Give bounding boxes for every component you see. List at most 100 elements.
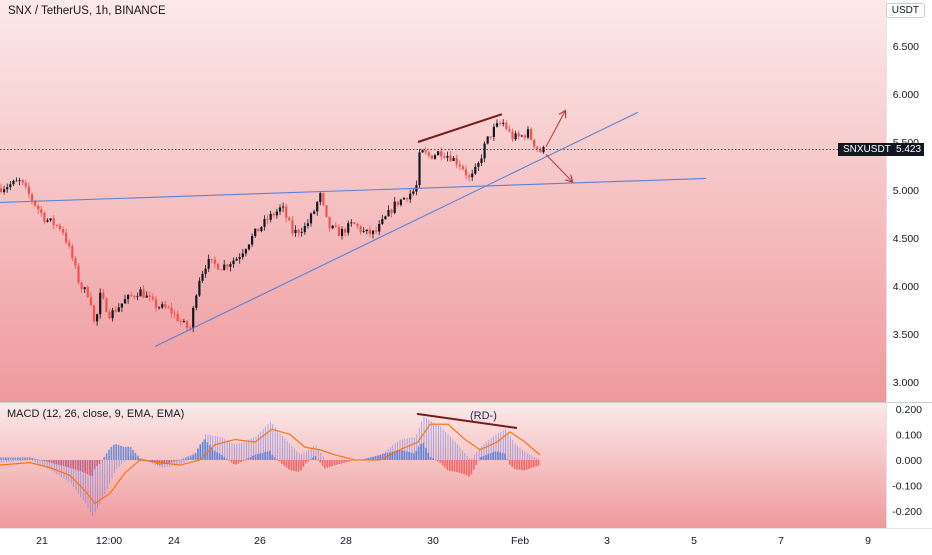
macd-histogram-bar [509,460,511,465]
macd-histogram-bar [115,444,117,460]
arrow-down-drawing[interactable] [545,154,572,181]
price-divergence-line[interactable] [417,113,503,143]
macd-histogram-bar [137,455,139,460]
currency-button[interactable]: USDT [885,3,925,18]
candle-body [130,294,133,296]
arrow-up-drawing[interactable] [545,111,565,148]
macd-indicator-title[interactable]: MACD (12, 26, close, 9, EMA, EMA) [7,408,185,420]
macd-histogram-bar [348,460,350,462]
macd-histogram-bar [309,459,312,461]
axes-layer: 6.5006.0005.5005.0004.5004.0003.5003.000… [36,41,922,547]
candle-body [325,205,328,217]
macd-histogram-bar [326,460,329,468]
candle-body [458,164,461,167]
candle-body [499,123,502,125]
macd-histogram-bar [125,447,127,460]
drawings-layer[interactable] [0,111,707,347]
horizontal-trendline[interactable] [0,177,707,204]
macd-histogram-bar [501,452,504,460]
macd-histogram-bar [101,460,103,461]
macd-histogram-bar [372,456,374,460]
macd-histogram-bar [249,457,252,460]
rising-trendline[interactable] [154,111,639,347]
candle-body [266,219,269,220]
candle-body [3,189,6,193]
candle-body [34,200,37,206]
macd-histogram-bar [422,442,425,460]
macd-histogram-bar [211,448,213,460]
macd-histogram-bar [110,446,113,460]
macd-histogram-bar [132,449,134,460]
candle-body [49,218,52,221]
time-tick-label: Feb [511,535,529,547]
macd-histogram-bar [324,460,326,469]
macd-histogram-bar [173,460,175,462]
candle-body [514,133,517,140]
macd-histogram-bar [449,460,451,471]
candle-body [204,268,207,274]
candle-body [424,150,427,153]
macd-histogram-bar [453,460,456,472]
macd-histogram-bar [391,451,393,460]
candle-body [409,193,412,200]
price-tick-label: 6.500 [893,41,919,53]
candle-body [111,310,114,319]
candle-body [393,201,396,213]
divergence-annotation: (RD-) [470,410,497,422]
macd-divergence-line[interactable] [416,412,518,429]
macd-layer [0,412,541,516]
candle-body [68,242,71,246]
macd-histogram-bar [69,460,72,468]
candle-body [443,156,446,158]
macd-histogram-bar [511,460,513,467]
candle-body [455,158,458,165]
macd-histogram-bar [252,455,254,460]
macd-signal-line [0,423,541,505]
macd-histogram-bar [439,460,441,463]
candle-body [461,166,464,170]
candle-body [523,135,526,138]
macd-histogram-bar [245,459,247,461]
candle-body [127,294,130,300]
macd-histogram-bar [285,460,288,468]
candle-body [309,213,313,224]
macd-histogram-bar [122,446,125,460]
macd-histogram-bar [456,460,458,473]
candle-body [495,123,499,127]
macd-histogram-bar [254,454,257,460]
macd-histogram-bar [504,453,506,460]
candle-body [322,193,325,206]
candle-body [365,229,368,232]
macd-histogram-bar [497,451,499,460]
candle-body [353,222,356,224]
macd-histogram-bar [338,460,341,464]
macd-histogram-bar [506,459,509,460]
macd-histogram-bar [7,457,9,460]
macd-histogram-bar [441,460,444,466]
candle-body [226,264,229,267]
macd-histogram-bar [410,452,413,460]
macd-histogram-bar [425,447,427,460]
macd-histogram-bar [31,458,33,460]
macd-histogram-bar [192,454,194,460]
candle-body [291,220,294,234]
candle-body [27,186,30,195]
macd-histogram-bar [206,442,209,460]
price-pane-background [0,0,886,402]
candle-body [300,232,303,233]
macd-histogram-bar [65,460,67,467]
macd-histogram-bar [98,460,101,464]
candle-body [123,299,127,304]
macd-histogram-bar [235,460,237,465]
candle-body [142,289,145,298]
macd-histogram-bar [259,453,261,460]
macd-histogram-bar [485,455,487,460]
candle-body [52,218,55,226]
macd-histogram-bar [21,457,24,460]
candle-body [71,245,74,259]
candle-body [46,220,49,222]
candle-body [440,151,443,157]
macd-histogram-bar [465,460,468,476]
macd-histogram-bar [288,460,290,470]
